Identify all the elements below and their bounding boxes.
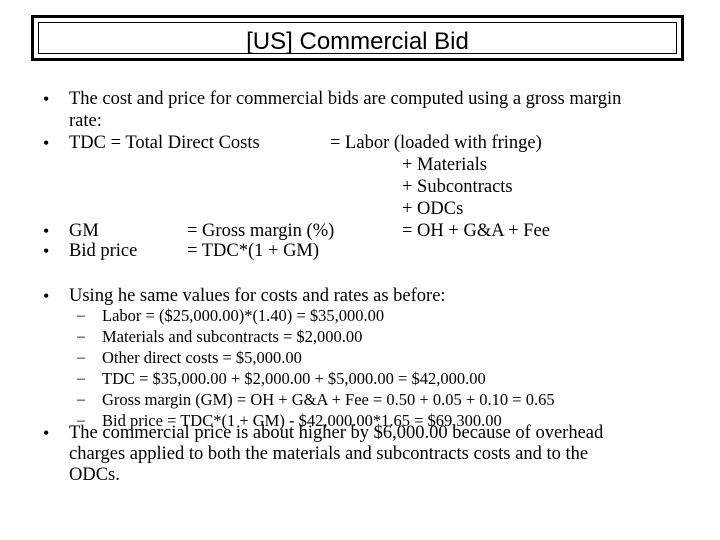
dash-icon: – <box>77 391 85 408</box>
sub-item-odc: Other direct costs = $5,000.00 <box>102 348 302 367</box>
bullet-icon: • <box>43 241 50 261</box>
bullet-icon: • <box>43 221 50 241</box>
tdc-subcontracts: + Subcontracts <box>402 177 513 197</box>
sub-item-gross-margin: Gross margin (GM) = OH + G&A + Fee = 0.5… <box>102 390 555 409</box>
bullet-icon: • <box>43 133 50 153</box>
tdc-labor: = Labor (loaded with fringe) <box>330 133 542 153</box>
bullet-6-line-1: The commercial price is about higher by … <box>69 423 604 443</box>
title-inner-frame: [US] Commercial Bid <box>38 22 677 55</box>
bid-price-definition: = TDC*(1 + GM) <box>187 241 320 261</box>
gm-definition: = Gross margin (%) <box>187 221 335 241</box>
gm-term: GM <box>69 221 99 241</box>
dash-icon: – <box>77 412 85 429</box>
tdc-term: TDC = Total Direct Costs <box>69 133 260 153</box>
dash-icon: – <box>77 349 85 366</box>
sub-item-bid-price: Bid price = TDC*(1 + GM) - $42,000.00*1.… <box>102 411 502 430</box>
bullet-6-line-3: ODCs. <box>69 465 120 485</box>
bullet-6-line-2: charges applied to both the materials an… <box>69 444 589 464</box>
sub-item-materials: Materials and subcontracts = $2,000.00 <box>102 327 363 346</box>
dash-icon: – <box>77 328 85 345</box>
bullet-icon: • <box>43 89 50 109</box>
bid-price-term: Bid price <box>69 241 138 261</box>
sub-item-tdc: TDC = $35,000.00 + $2,000.00 + $5,000.00… <box>102 369 486 388</box>
bullet-icon: • <box>43 423 50 443</box>
bullet-icon: • <box>43 286 50 306</box>
bullet-1-line-1: The cost and price for commercial bids a… <box>69 89 622 109</box>
tdc-odcs: + ODCs <box>402 199 464 219</box>
bullet-1-line-2: rate: <box>69 111 102 131</box>
title-frame: [US] Commercial Bid <box>31 15 684 61</box>
dash-icon: – <box>77 370 85 387</box>
tdc-materials: + Materials <box>402 155 487 175</box>
bullet-5-text: Using he same values for costs and rates… <box>69 286 446 306</box>
sub-item-labor: Labor = ($25,000.00)*(1.40) = $35,000.00 <box>102 306 385 325</box>
dash-icon: – <box>77 307 85 324</box>
slide-title: [US] Commercial Bid <box>246 28 469 55</box>
tdc-overhead: = OH + G&A + Fee <box>402 221 550 241</box>
